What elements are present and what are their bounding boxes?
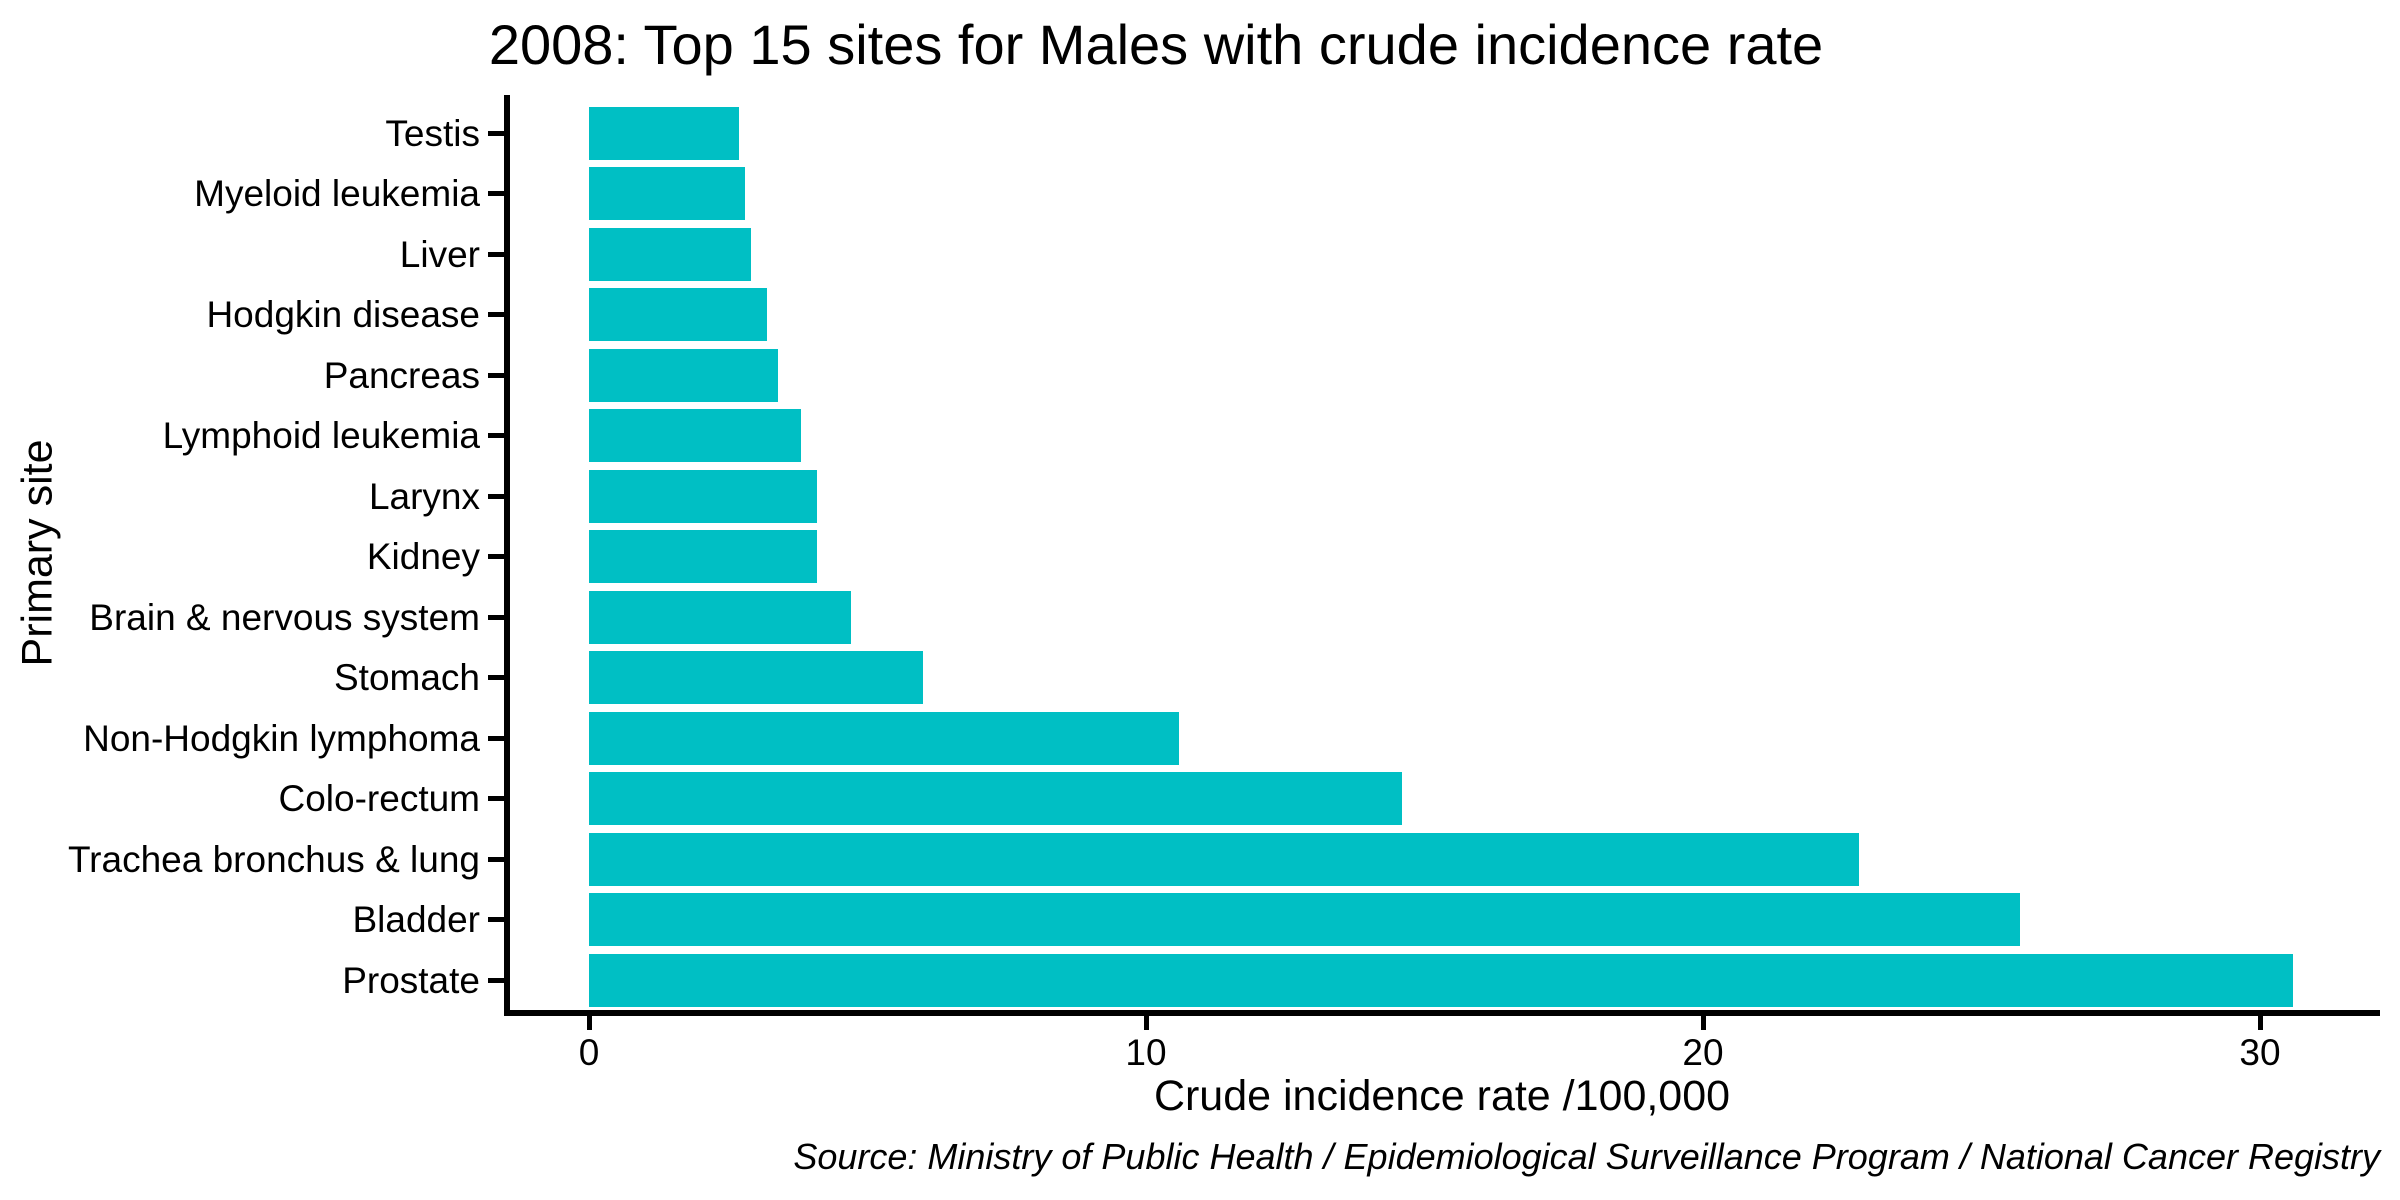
y-axis-label: Colo-rectum (278, 778, 481, 819)
bar (589, 227, 751, 281)
x-axis-tick-label: 10 (1125, 1032, 1167, 1073)
y-axis-tick (488, 614, 504, 620)
y-axis-label: Brain & nervous system (89, 596, 480, 638)
y-axis-label: Liver (399, 233, 480, 275)
y-axis-label: Lymphoid leukemia (162, 415, 480, 456)
y-axis-label: Hodgkin disease (206, 294, 480, 335)
bar (589, 409, 801, 462)
y-axis-tick (488, 130, 504, 136)
y-axis-tick (488, 735, 504, 741)
bar (589, 288, 768, 341)
y-axis-tick (488, 917, 504, 922)
y-axis-tick (488, 856, 504, 862)
bar (589, 893, 2021, 946)
y-axis-label: Myeloid leukemia (194, 173, 480, 214)
y-axis-tick (488, 312, 504, 317)
bar (589, 953, 2294, 1007)
y-axis-label: Larynx (368, 475, 480, 517)
y-axis-tick (488, 433, 504, 438)
bar (589, 469, 818, 523)
y-axis-tick (488, 493, 504, 499)
y-axis-tick (488, 554, 504, 559)
y-axis-title: Primary site (13, 439, 62, 667)
x-axis-tick (1700, 1016, 1706, 1030)
y-axis-label: Pancreas (323, 354, 480, 396)
y-axis-label: Non-Hodgkin lymphoma (83, 717, 480, 759)
chart-title: 2008: Top 15 sites for Males with crude … (488, 13, 1824, 76)
source-caption: Source: Ministry of Public Health / Epid… (793, 1136, 2380, 1177)
x-axis-tick (586, 1016, 592, 1030)
y-axis-label: Trachea bronchus & lung (67, 838, 480, 880)
bar (589, 167, 745, 220)
bar (589, 711, 1180, 765)
y-axis-label: Prostate (342, 959, 480, 1001)
bar (589, 348, 779, 402)
bar (589, 530, 818, 583)
x-axis-tick-label: 0 (578, 1032, 600, 1073)
bar (589, 106, 740, 160)
bar (589, 590, 851, 644)
y-axis-tick (488, 675, 504, 680)
bar (589, 651, 924, 704)
y-axis-label: Stomach (333, 657, 480, 698)
y-axis-label: Bladder (352, 899, 480, 940)
x-axis-tick (1143, 1016, 1149, 1030)
bar (589, 772, 1403, 825)
y-axis-tick (488, 251, 504, 257)
x-axis-tick (2257, 1016, 2263, 1030)
x-axis-tick-label: 30 (2239, 1032, 2281, 1073)
y-axis-tick (488, 191, 504, 196)
y-axis-tick (488, 372, 504, 378)
bar (589, 832, 1859, 886)
y-axis-tick (488, 796, 504, 801)
x-axis-title: Crude incidence rate /100,000 (1153, 1072, 1731, 1120)
y-axis-label: Kidney (366, 536, 480, 577)
plot-panel: Testis Myeloid leukemia Liver Hodgkin disea… (68, 95, 2380, 1071)
y-axis-tick (488, 977, 504, 983)
y-axis-label: Testis (385, 112, 480, 154)
x-axis-tick-label: 20 (1682, 1032, 1724, 1073)
